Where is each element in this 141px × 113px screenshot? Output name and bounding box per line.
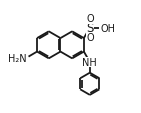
Text: O: O xyxy=(86,14,94,24)
Text: NH: NH xyxy=(82,57,97,67)
Text: S: S xyxy=(86,22,93,35)
Text: OH: OH xyxy=(100,24,115,33)
Text: O: O xyxy=(86,33,94,43)
Text: H₂N: H₂N xyxy=(8,53,26,63)
